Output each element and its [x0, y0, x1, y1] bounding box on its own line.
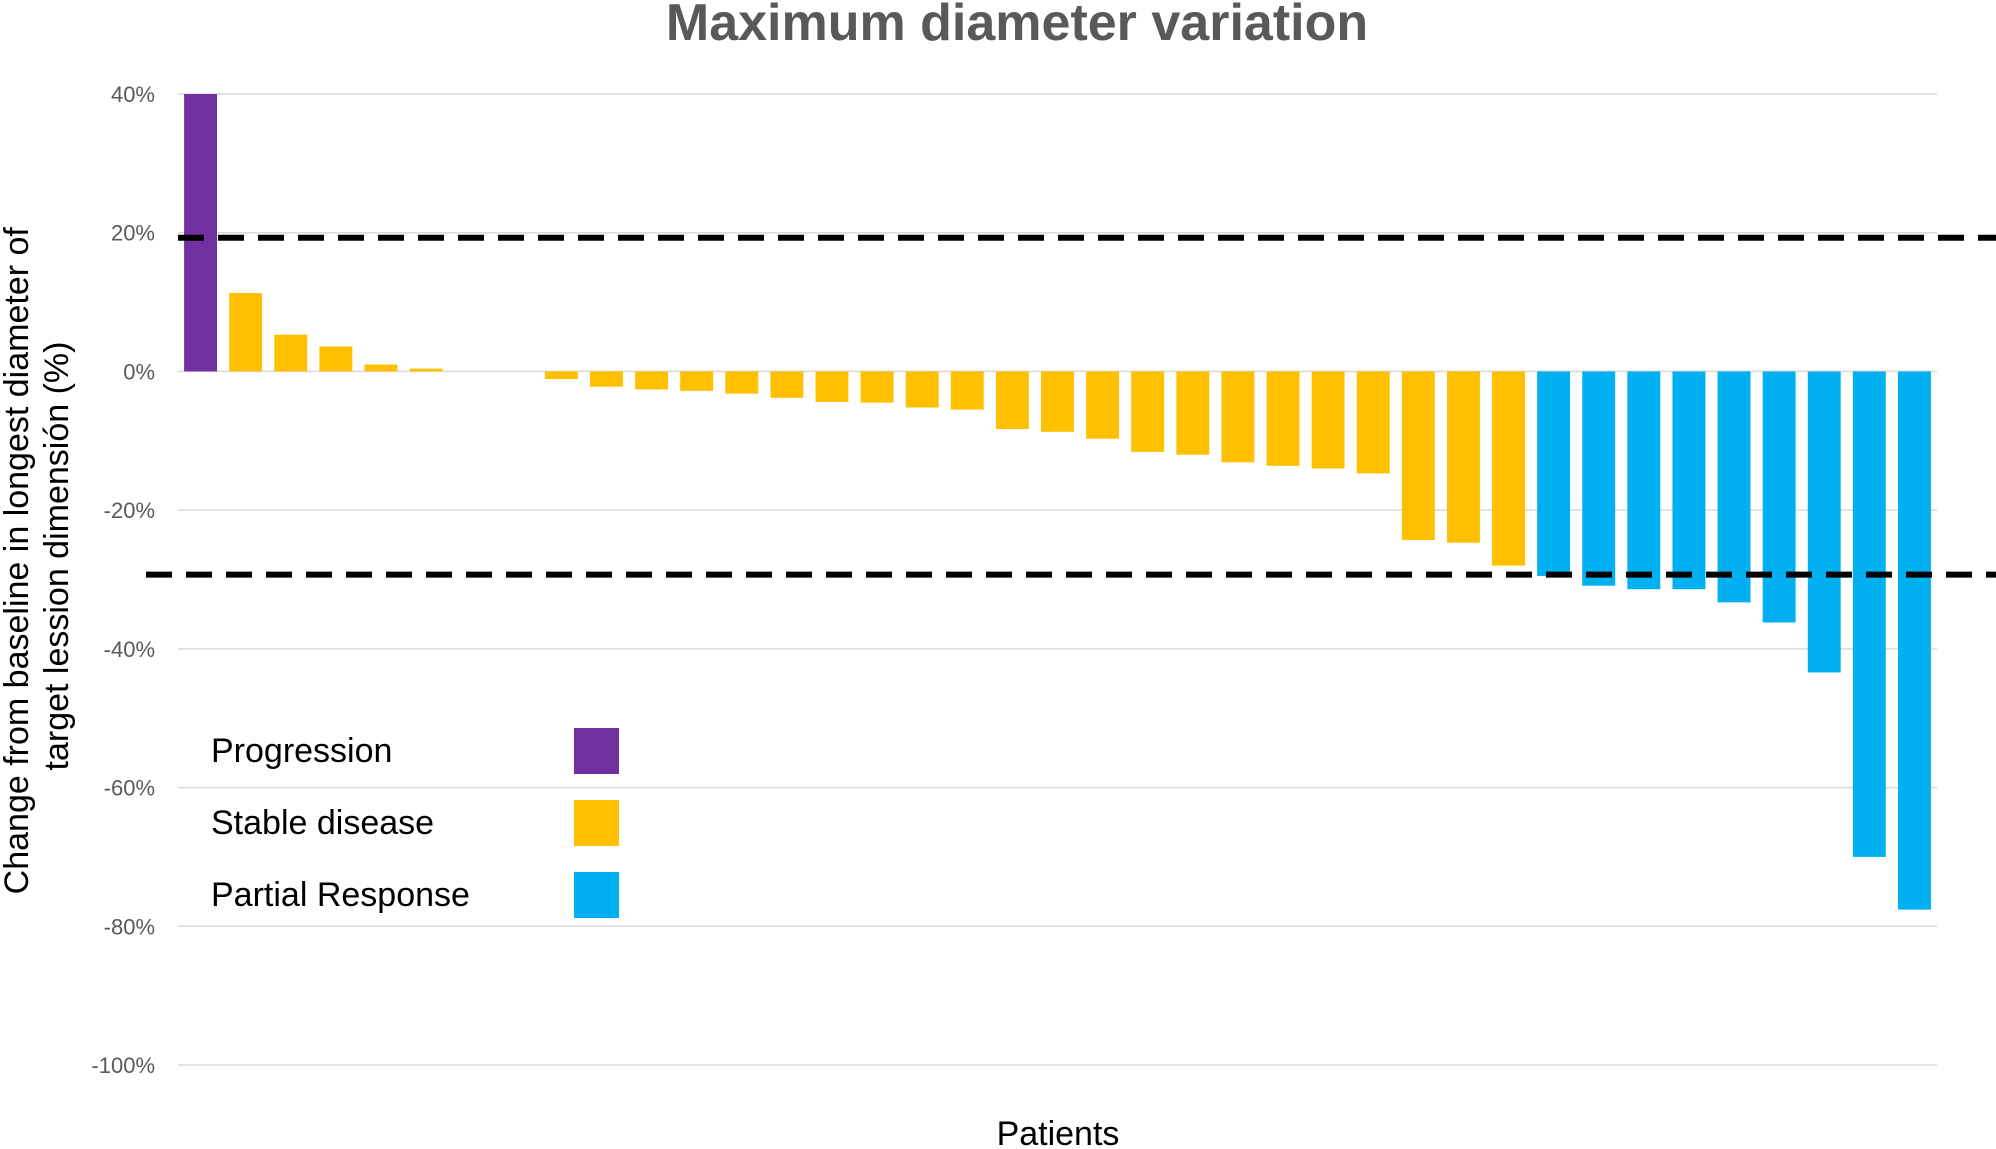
bar: [1311, 371, 1345, 469]
legend-label: Stable disease: [211, 804, 434, 842]
bar: [815, 371, 849, 402]
legend: Progression Stable disease Partial Respons…: [211, 728, 619, 918]
bar: [680, 371, 714, 391]
bar: [1672, 371, 1706, 590]
legend-label: Progression: [211, 732, 392, 770]
x-axis-label: Patients: [997, 1115, 1120, 1149]
legend-swatch: [574, 728, 619, 774]
bar: [1537, 371, 1571, 577]
y-tick-label: -40%: [104, 637, 155, 662]
bar: [950, 371, 984, 410]
bar: [590, 371, 623, 387]
y-axis-label: Change from baseline in longest diameter…: [0, 218, 76, 895]
bar: [770, 371, 804, 398]
y-tick-label: 40%: [111, 82, 155, 107]
bar: [1807, 371, 1841, 673]
bar: [1041, 371, 1074, 432]
bar: [1221, 371, 1255, 463]
bar: [364, 364, 398, 372]
y-axis-label-line-1: Change from baseline in longest diameter…: [0, 227, 36, 895]
bar: [1762, 371, 1796, 623]
bar: [409, 368, 443, 372]
legend-swatch: [574, 872, 619, 918]
bar: [725, 371, 759, 394]
bar: [1717, 371, 1751, 603]
bar: [1627, 371, 1661, 590]
bar: [1266, 371, 1300, 466]
legend-label: Partial Response: [211, 876, 470, 914]
bar: [1582, 371, 1616, 586]
legend-swatch: [574, 800, 619, 846]
y-tick-label: -60%: [104, 776, 155, 801]
bar: [860, 371, 894, 403]
bar: [1086, 371, 1120, 439]
bar: [1852, 371, 1886, 857]
bar: [229, 293, 263, 372]
bar: [1897, 371, 1931, 910]
bar: [274, 334, 308, 372]
bar: [995, 371, 1029, 429]
y-tick-label: -80%: [104, 914, 155, 939]
y-tick-label: 20%: [111, 221, 155, 246]
bar: [905, 371, 939, 408]
bar: [635, 371, 669, 390]
bars: [184, 94, 1931, 910]
y-tick-label: -20%: [104, 498, 155, 523]
bar: [319, 346, 353, 372]
bar: [1401, 371, 1435, 540]
y-tick-label: -100%: [91, 1053, 155, 1078]
bar: [1356, 371, 1390, 474]
reference-lines: [146, 234, 1996, 578]
y-axis-label-line-2: target lession dimensión (%): [38, 342, 76, 771]
bar: [1131, 371, 1165, 452]
bar: [544, 371, 578, 380]
bar: [1492, 371, 1525, 566]
bar: [1446, 371, 1480, 543]
y-axis-ticks: 40% 20% 0% -20% -40% -60% -80% -100%: [91, 82, 155, 1078]
bar: [184, 94, 218, 372]
y-tick-label: 0%: [123, 359, 155, 384]
chart-title: Maximum diameter variation: [666, 0, 1368, 52]
bar: [1176, 371, 1210, 455]
